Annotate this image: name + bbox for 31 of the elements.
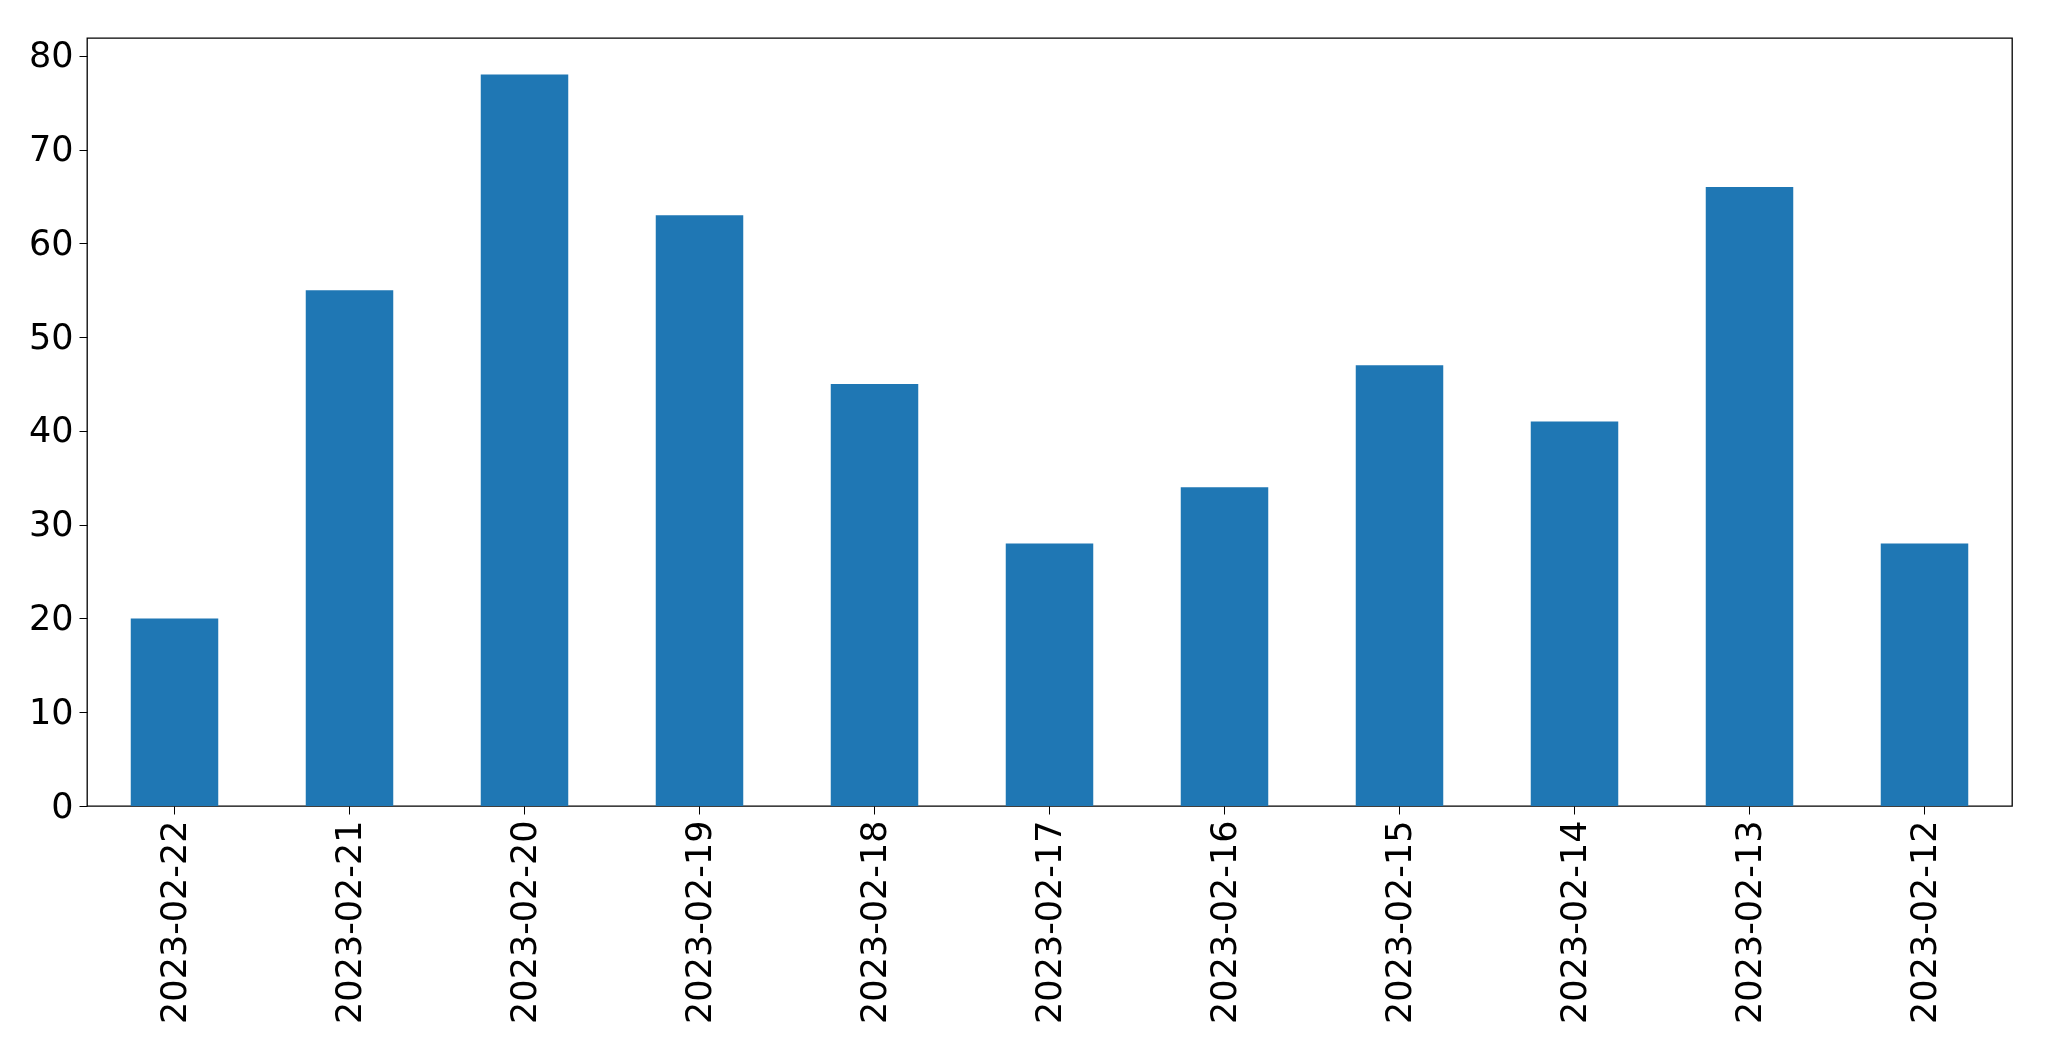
x-tick-label: 2023-02-15 (1378, 820, 1419, 1024)
bar (130, 618, 219, 806)
bar (1880, 543, 1969, 806)
y-tick-label: 20 (28, 597, 74, 638)
x-tick-label: 2023-02-20 (503, 820, 544, 1024)
y-tick-label: 70 (28, 129, 74, 170)
bar (830, 384, 919, 806)
bar (655, 215, 744, 806)
bar (480, 74, 569, 806)
x-tick-label: 2023-02-17 (1028, 820, 1069, 1024)
y-tick-label: 30 (28, 504, 74, 545)
x-tick-label: 2023-02-19 (678, 820, 719, 1024)
y-tick-label: 60 (28, 222, 74, 263)
x-tick-label: 2023-02-21 (328, 820, 369, 1024)
y-tick-label: 50 (28, 316, 74, 357)
bar (1705, 187, 1794, 806)
x-tick-label: 2023-02-22 (153, 820, 194, 1024)
y-tick-label: 0 (51, 785, 74, 826)
bar (1180, 487, 1269, 806)
x-tick-label: 2023-02-16 (1203, 820, 1244, 1024)
y-tick-label: 10 (28, 691, 74, 732)
bar (1005, 543, 1094, 806)
x-tick-label: 2023-02-12 (1903, 820, 1944, 1024)
y-tick-label: 40 (28, 410, 74, 451)
x-tick-label: 2023-02-13 (1728, 820, 1769, 1024)
bar (305, 290, 394, 806)
bar (1355, 365, 1444, 806)
y-tick-label: 80 (28, 35, 74, 76)
bar (1530, 421, 1619, 806)
x-tick-label: 2023-02-14 (1553, 820, 1594, 1024)
x-tick-label: 2023-02-18 (853, 820, 894, 1024)
